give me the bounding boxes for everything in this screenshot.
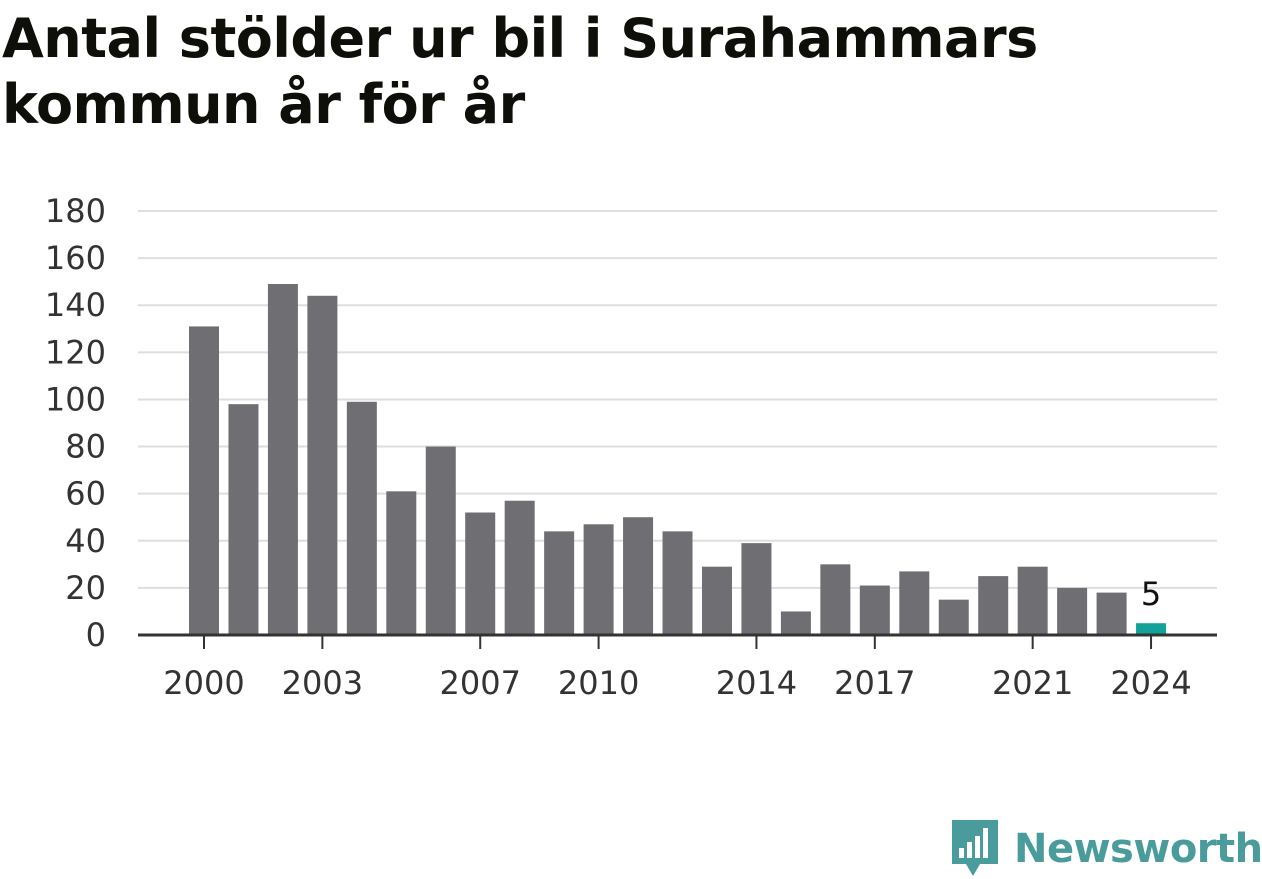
y-axis-tick-labels: 0 20 40 60 80 100 120 140 160 180 [45, 192, 106, 654]
bar-2024 [1136, 623, 1167, 635]
bar-2018 [899, 571, 930, 635]
y-tick-label-100: 100 [45, 380, 106, 418]
brand: Newsworthy [950, 818, 1262, 879]
bar-2012 [662, 531, 693, 635]
chart-title: Antal stölder ur bil i Surahammars kommu… [2, 7, 1038, 136]
bar-2015 [780, 611, 811, 635]
y-tick-label-20: 20 [65, 569, 106, 607]
bar-2009 [544, 531, 575, 635]
bar-2021 [1017, 566, 1048, 635]
bar-2008 [504, 500, 535, 635]
bar-2006 [425, 446, 456, 635]
y-tick-label-140: 140 [45, 286, 106, 324]
x-tick-label-2007: 2007 [440, 664, 521, 702]
x-tick-label-2024: 2024 [1110, 664, 1191, 702]
bar-2022 [1057, 587, 1088, 635]
newsworthy-logo-icon [952, 820, 998, 876]
y-tick-label-40: 40 [65, 522, 106, 560]
y-tick-label-0: 0 [86, 616, 106, 654]
x-tick-label-2017: 2017 [834, 664, 915, 702]
brand-name: Newsworthy [1014, 826, 1262, 872]
bar-2023 [1096, 592, 1127, 635]
bar-2017 [859, 585, 890, 635]
bar-2013 [701, 566, 732, 635]
y-tick-label-80: 80 [65, 428, 106, 466]
x-axis-tick-labels: 2000 2003 2007 2010 2014 2017 2021 2024 [163, 635, 1192, 702]
y-tick-label-180: 180 [45, 192, 106, 230]
bar-2014 [741, 543, 772, 635]
bar-2019 [938, 599, 969, 635]
bar-2003 [307, 295, 338, 635]
y-tick-label-120: 120 [45, 333, 106, 371]
bar-2016 [820, 564, 851, 635]
x-tick-label-2000: 2000 [163, 664, 244, 702]
y-tick-label-60: 60 [65, 475, 106, 513]
bar-2005 [386, 491, 417, 635]
x-tick-label-2014: 2014 [716, 664, 797, 702]
bar-2011 [623, 517, 654, 635]
x-tick-label-2003: 2003 [282, 664, 363, 702]
bar-2000 [189, 326, 219, 635]
data-label-2024: 5 [1141, 575, 1161, 613]
x-tick-label-2010: 2010 [558, 664, 639, 702]
x-tick-label-2021: 2021 [992, 664, 1073, 702]
bar-2001 [228, 404, 259, 635]
bar-2020 [978, 576, 1009, 635]
bars [189, 284, 1167, 635]
bar-2004 [346, 401, 377, 635]
bar-2010 [583, 524, 614, 635]
data-labels: 5 [1141, 575, 1161, 613]
y-tick-label-160: 160 [45, 239, 106, 277]
bar-2002 [267, 284, 298, 635]
bar-2007 [465, 512, 496, 635]
